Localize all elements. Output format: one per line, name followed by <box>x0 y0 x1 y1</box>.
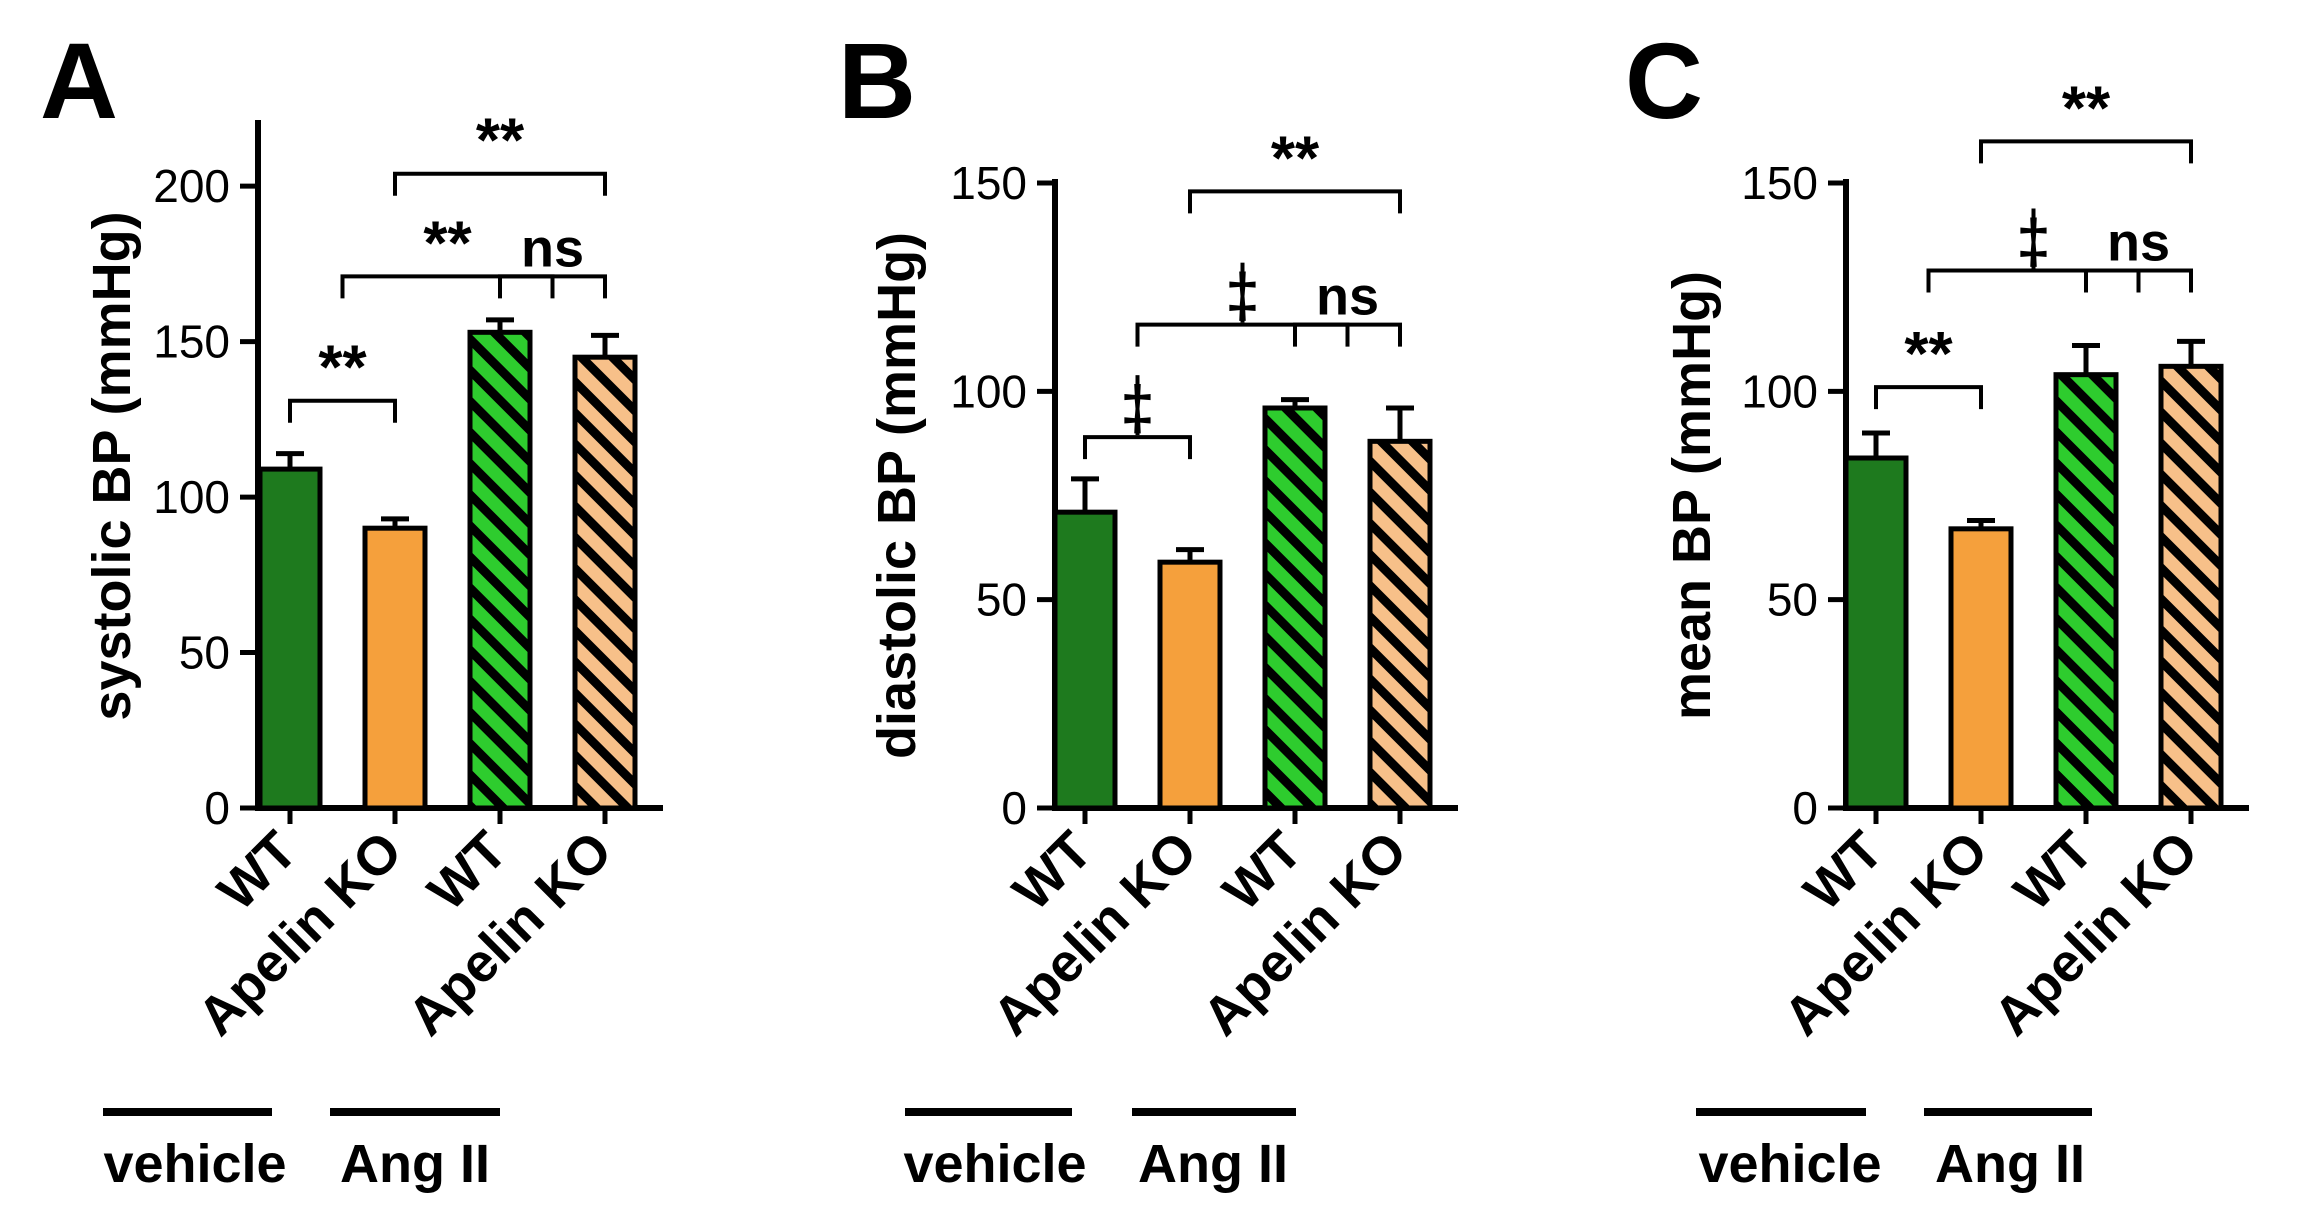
bar <box>362 525 428 811</box>
significance-label: ** <box>476 107 525 176</box>
significance-label: ns <box>2107 213 2170 273</box>
bar <box>1262 405 1328 811</box>
y-tick-label: 0 <box>204 782 230 834</box>
significance-bracket <box>1874 385 1983 410</box>
bar <box>467 329 533 811</box>
y-tick-label: 0 <box>1001 782 1027 834</box>
group-label: vehicle <box>103 1134 286 1194</box>
bar <box>1948 526 2014 811</box>
significance-bracket <box>393 171 607 196</box>
y-tick-label: 150 <box>153 316 230 368</box>
significance-bracket <box>1083 435 1192 460</box>
panel-letter: C <box>1625 20 1703 141</box>
y-tick-label: 50 <box>179 627 230 679</box>
bar <box>1367 438 1433 811</box>
y-tick-label: 50 <box>1767 574 1818 626</box>
y-tick-label: 100 <box>1741 365 1818 417</box>
significance-bracket <box>340 274 555 299</box>
group-label: Ang II <box>1935 1134 2085 1194</box>
y-tick-label: 200 <box>153 160 230 212</box>
significance-label: ns <box>521 218 584 278</box>
significance-bracket <box>1979 139 2193 164</box>
significance-label: ** <box>318 334 367 403</box>
significance-bracket <box>288 398 397 423</box>
significance-bracket <box>2084 268 2193 293</box>
y-tick-label: 150 <box>950 157 1027 209</box>
y-tick-label: 50 <box>976 574 1027 626</box>
significance-label: ‡ <box>1225 262 1259 331</box>
y-tick-label: 100 <box>950 365 1027 417</box>
group-label: Ang II <box>340 1134 490 1194</box>
group-label: vehicle <box>903 1134 1086 1194</box>
bar <box>2158 363 2224 811</box>
panel-letter: B <box>838 20 916 141</box>
y-axis-label: diastolic BP (mmHg) <box>867 232 927 759</box>
bar <box>1843 455 1909 811</box>
group-label: Ang II <box>1138 1134 1288 1194</box>
significance-label: ns <box>1316 267 1379 327</box>
bar <box>1052 509 1118 811</box>
bar <box>2053 372 2119 811</box>
bar <box>257 466 323 811</box>
significance-bracket <box>1135 322 1350 347</box>
y-tick-label: 0 <box>1792 782 1818 834</box>
significance-bracket <box>498 274 607 299</box>
bar <box>1157 559 1223 811</box>
y-axis-label: mean BP (mmHg) <box>1662 271 1722 720</box>
significance-bracket <box>1926 268 2141 293</box>
significance-label: ** <box>2062 74 2111 143</box>
significance-label: ** <box>423 209 472 278</box>
y-tick-label: 150 <box>1741 157 1818 209</box>
group-label: vehicle <box>1698 1134 1881 1194</box>
significance-label: ‡ <box>1120 374 1154 443</box>
y-tick-label: 100 <box>153 471 230 523</box>
bar <box>572 354 638 811</box>
panel-letter: A <box>40 20 118 141</box>
significance-label: ‡ <box>2016 208 2050 277</box>
y-axis-label: systolic BP (mmHg) <box>82 211 142 720</box>
significance-bracket <box>1293 322 1402 347</box>
significance-bracket <box>1188 189 1402 214</box>
significance-label: ** <box>1904 320 1953 389</box>
significance-label: ** <box>1271 124 1320 193</box>
